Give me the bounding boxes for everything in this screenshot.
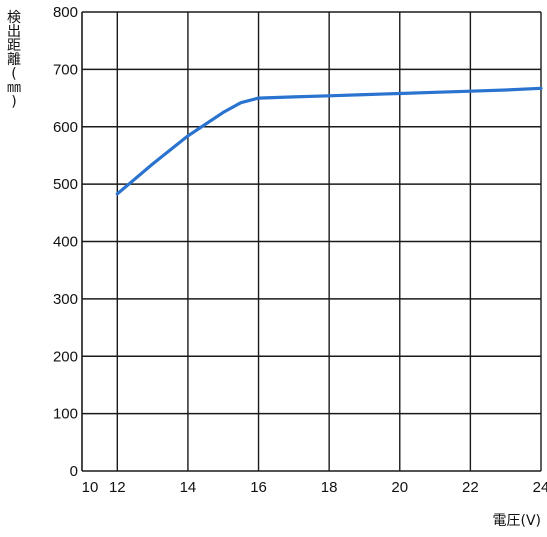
y-axis-label-char: ( <box>11 66 16 82</box>
x-tick-label: 14 <box>180 479 197 496</box>
y-tick-label: 0 <box>70 463 78 480</box>
x-tick-label: 18 <box>321 479 338 496</box>
y-tick-labels: 0 100 200 300 400 500 600 700 800 <box>53 4 78 480</box>
x-tick-label: 16 <box>250 479 267 496</box>
y-axis-label-char: 離 <box>7 51 21 68</box>
x-tick-label: 22 <box>462 479 479 496</box>
y-axis-label-char: 出 <box>7 24 21 40</box>
y-axis-label-char: 距 <box>7 38 21 54</box>
y-tick-label: 200 <box>53 348 78 365</box>
y-tick-label: 400 <box>53 234 78 251</box>
y-tick-label: 700 <box>53 61 78 78</box>
y-axis-label-char: 検 <box>7 10 21 26</box>
x-tick-label: 20 <box>391 479 408 496</box>
y-tick-label: 100 <box>53 406 78 423</box>
x-tick-label: 10 <box>82 479 99 496</box>
y-tick-label: 300 <box>53 291 78 308</box>
y-tick-label: 600 <box>53 119 78 136</box>
x-tick-label: 24 <box>533 479 547 496</box>
y-tick-label: 800 <box>53 4 78 21</box>
series-layer <box>115 86 543 196</box>
x-tick-labels: 10 12 14 16 18 20 22 24 <box>82 479 547 496</box>
grid <box>81 11 542 472</box>
y-axis-label-char: ) <box>11 94 16 110</box>
x-tick-label: 12 <box>109 479 126 496</box>
x-axis-label: 電圧(V) <box>492 513 541 529</box>
y-tick-label: 500 <box>53 176 78 193</box>
y-axis-label-char: ㎜ <box>7 80 21 96</box>
series-line <box>115 86 543 196</box>
